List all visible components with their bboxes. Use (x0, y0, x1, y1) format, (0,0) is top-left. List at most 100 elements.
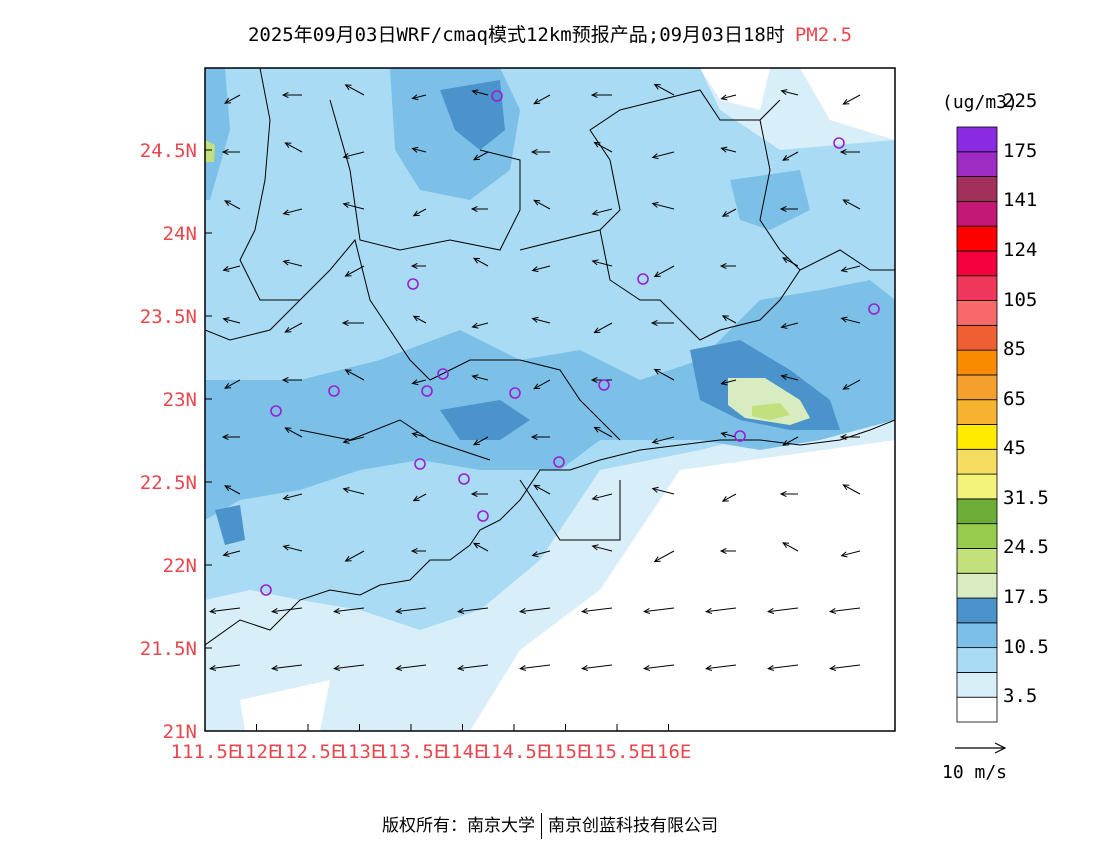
station-marker (270, 405, 282, 417)
wind-arrow (581, 607, 613, 614)
footer-left: 版权所有：南京大学 (382, 816, 535, 836)
colorbar-swatch (956, 324, 998, 351)
colorbar-swatch (956, 696, 998, 723)
wind-arrow (591, 544, 613, 552)
colorbar-label: 31.5 (1003, 486, 1049, 509)
wind-arrow (839, 433, 860, 441)
wind-arrow (533, 94, 551, 105)
station-marker (407, 278, 419, 290)
wind-arrow (840, 316, 861, 324)
wind-arrow (720, 146, 737, 153)
wind-arrow (531, 550, 551, 558)
map-title: 2025年09月03日WRF/cmaq模式12km预报产品;09月03日18时 P… (0, 20, 1100, 47)
wind-arrow (457, 664, 489, 671)
station-marker (637, 273, 649, 285)
lon-tick-label: 115.5E (583, 741, 652, 763)
wind-arrow (471, 322, 489, 329)
wind-arrow (519, 664, 551, 671)
wind-arrow (705, 607, 737, 614)
wind-arrow (591, 208, 613, 216)
wind-arrow (472, 542, 489, 552)
colorbar-swatch (956, 448, 998, 475)
wind-arrow (224, 94, 241, 104)
wind-arrow (281, 376, 302, 384)
wind-arrow (840, 265, 861, 273)
lon-tick-label: 113E (337, 741, 383, 763)
wind-arrow (470, 205, 488, 213)
wind-arrow (344, 550, 365, 562)
wind-arrow (271, 664, 303, 671)
station-marker (328, 385, 340, 397)
wind-arrow (780, 322, 799, 329)
wind-arrow (221, 148, 240, 156)
wind-arrow (720, 379, 737, 386)
colorbar (956, 126, 998, 723)
lon-tick-label: 112E (234, 741, 280, 763)
wind-arrow (721, 315, 737, 324)
colorbar-swatch (956, 151, 998, 177)
wind-arrow (412, 493, 427, 502)
wind-arrow (530, 148, 550, 156)
wind-arrow (222, 550, 241, 557)
wind-arrow (721, 208, 737, 217)
colorbar-label: 10.5 (1003, 635, 1049, 658)
wind-arrow (591, 493, 613, 501)
wind-arrow (470, 490, 488, 498)
wind-arrow (842, 484, 861, 495)
lon-tick-label: 113.5E (377, 741, 446, 763)
wind-arrow (651, 151, 675, 160)
wind-arrow (344, 369, 365, 381)
wind-arrow (224, 379, 241, 389)
colorbar-swatch (956, 399, 998, 425)
wind-arrow (333, 664, 365, 671)
wind-arrow (719, 262, 736, 270)
wind-arrow (412, 315, 427, 324)
station-marker (437, 368, 449, 380)
colorbar-label: 45 (1003, 437, 1026, 460)
wind-arrow (471, 89, 489, 96)
wind-arrow (782, 151, 799, 161)
wind-reference-arrow (955, 742, 1007, 754)
wind-arrow (519, 607, 551, 614)
lat-tick-label: 21.5N (140, 638, 197, 660)
wind-arrow (282, 208, 303, 216)
footer-divider (541, 813, 542, 839)
station-marker (421, 385, 433, 397)
wind-arrow (651, 201, 675, 210)
wind-arrow (782, 436, 799, 446)
wind-arrow (721, 493, 737, 502)
colorbar-swatch (956, 349, 998, 376)
wind-arrow (284, 322, 303, 333)
wind-arrow (221, 433, 240, 441)
lat-tick-label: 24N (163, 223, 197, 245)
wind-arrow (653, 83, 675, 96)
wind-arrow (842, 199, 861, 210)
station-marker (598, 379, 610, 391)
wind-arrow (705, 664, 737, 671)
wind-arrow (472, 436, 489, 446)
wind-arrow (471, 374, 489, 381)
colorbar-swatch (956, 250, 998, 277)
longitude-axis: 111.5E112E112.5E113E113.5E114E114.5E115E… (171, 724, 691, 763)
wind-arrow (412, 208, 427, 217)
wind-arrow (531, 316, 551, 324)
colorbar-label: 105 (1003, 288, 1038, 311)
wind-arrow (284, 427, 303, 438)
colorbar-swatch (956, 300, 998, 326)
wind-arrow (767, 607, 799, 614)
copyright-footer: 版权所有：南京大学 南京创蓝科技有限公司 (0, 811, 1100, 839)
wind-arrow (840, 550, 861, 558)
colorbar-label: 124 (1003, 238, 1038, 261)
wind-arrow (530, 433, 550, 441)
wind-arrow (410, 547, 426, 555)
colorbar-swatch (956, 473, 998, 500)
wind-arrow (342, 202, 365, 210)
station-marker (509, 387, 521, 399)
colorbar-label: 24.5 (1003, 536, 1049, 559)
wind-arrow (395, 607, 427, 614)
wind-arrow (411, 379, 427, 386)
station-marker (414, 458, 426, 470)
wind-arrow (209, 607, 241, 614)
colorbar-label: 17.5 (1003, 586, 1049, 609)
colorbar-swatch (956, 374, 998, 401)
